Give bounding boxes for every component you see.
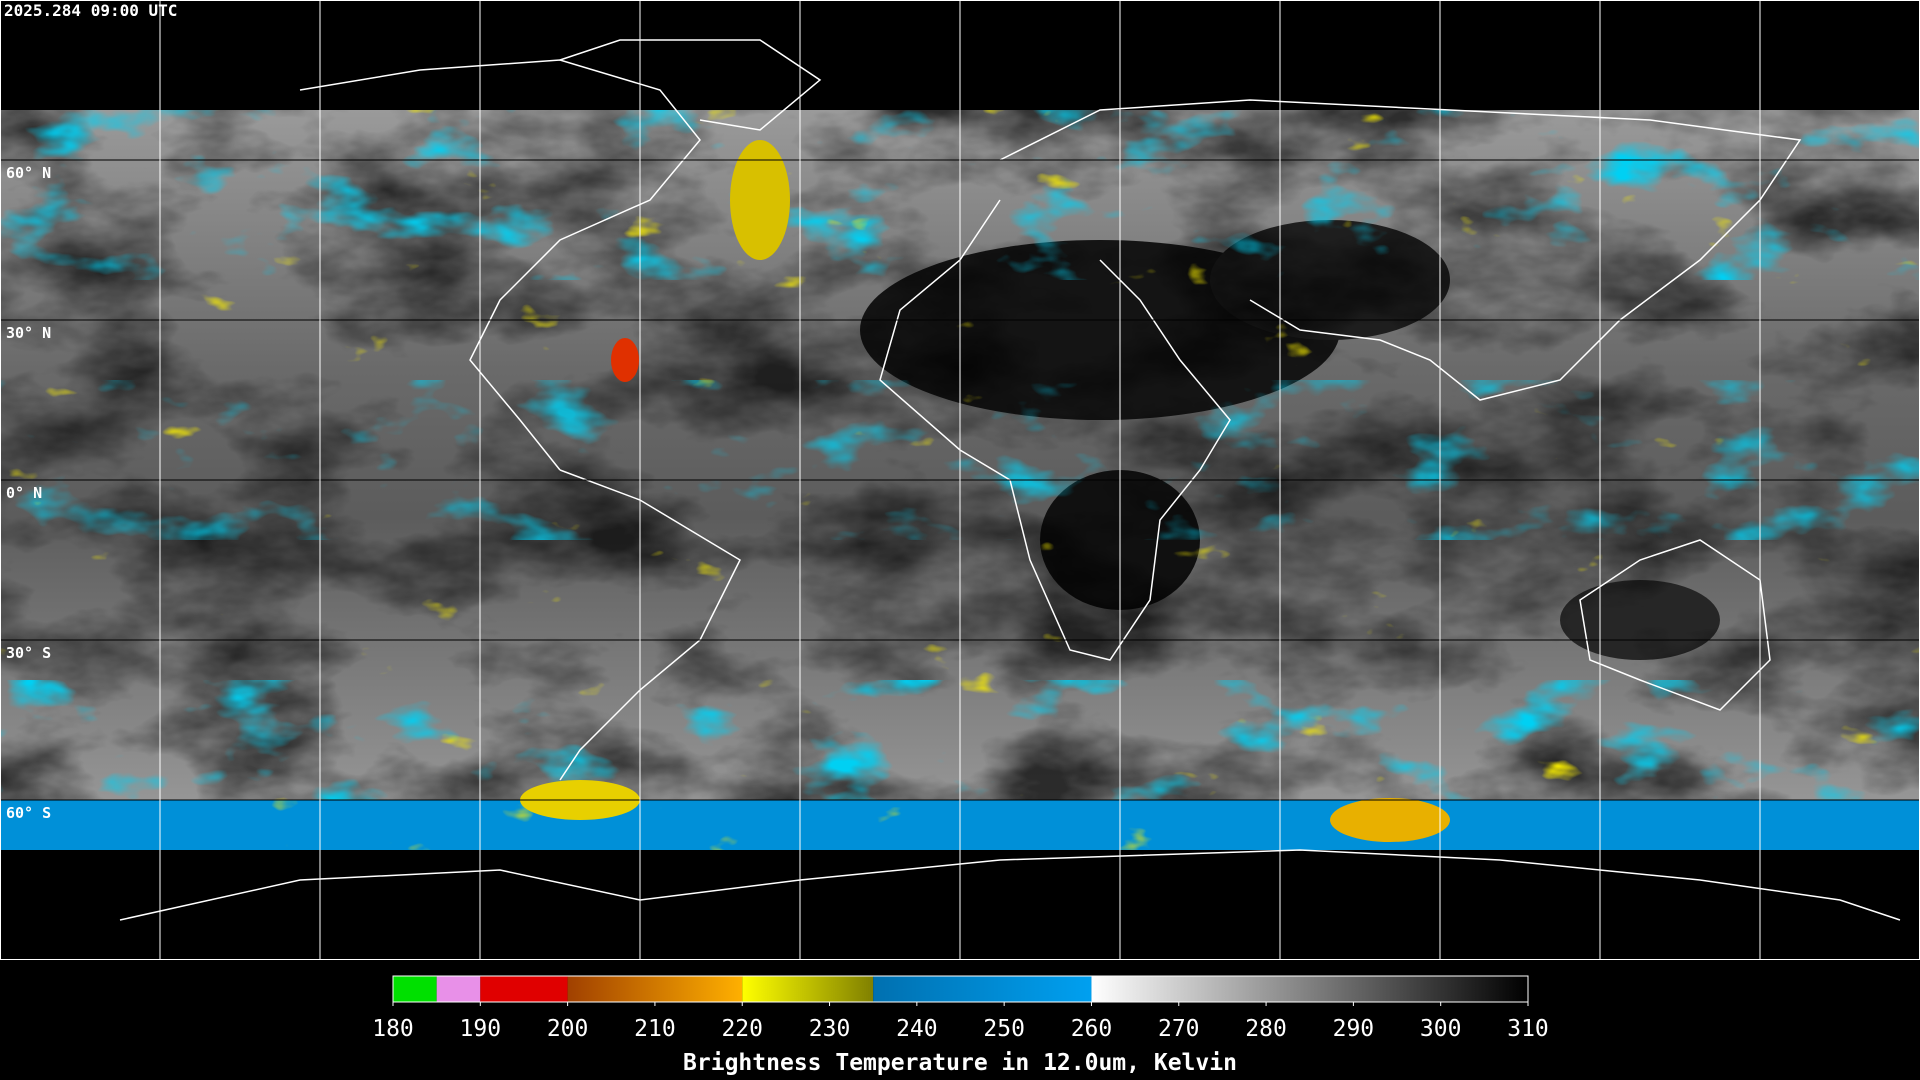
coastline bbox=[299, 59, 701, 471]
colorbar-segment bbox=[480, 976, 568, 1002]
latitude-label: 30° S bbox=[6, 644, 51, 662]
imagery bbox=[0, 0, 1920, 960]
storm bbox=[730, 140, 790, 260]
colorbar-segment bbox=[873, 976, 1092, 1002]
colorbar-tick-label: 300 bbox=[1420, 1016, 1462, 1042]
colorbar-segment bbox=[742, 976, 874, 1002]
colorbar: 180 190 200 210 220 230 240 250 260 270 280 290 300 3… bbox=[372, 975, 1549, 1042]
colorbar-tick-label: 260 bbox=[1071, 1016, 1113, 1042]
colorbar-segment bbox=[1091, 976, 1528, 1002]
coastline bbox=[119, 849, 1901, 921]
timestamp: 2025.284 09:00 UTC bbox=[4, 1, 177, 20]
coastline bbox=[1579, 539, 1771, 711]
colorbar-tick-label: 190 bbox=[460, 1016, 502, 1042]
colorbar-tick-label: 210 bbox=[634, 1016, 676, 1042]
colorbar-segment bbox=[436, 976, 481, 1002]
colorbar-tick-label: 200 bbox=[547, 1016, 589, 1042]
colorbar-segment bbox=[567, 976, 743, 1002]
coastline bbox=[879, 199, 1231, 661]
latitude-label: 0° N bbox=[6, 484, 42, 502]
colorbar-tick-label: 270 bbox=[1158, 1016, 1200, 1042]
coastline bbox=[999, 99, 1802, 401]
colorbar-tick-label: 250 bbox=[983, 1016, 1025, 1042]
latitude-label: 60° S bbox=[6, 804, 51, 822]
colorbar-tick-label: 280 bbox=[1245, 1016, 1287, 1042]
colorbar-tick-label: 180 bbox=[372, 1016, 414, 1042]
storm bbox=[1330, 798, 1450, 842]
graticule-longitude bbox=[159, 0, 1761, 960]
colorbar-frame bbox=[392, 975, 1529, 1003]
latitude-labels: 60° N 30° N 0° N 30° S 60° S bbox=[6, 164, 51, 822]
latitude-label: 60° N bbox=[6, 164, 51, 182]
colorbar-tick-label: 310 bbox=[1507, 1016, 1549, 1042]
storm bbox=[611, 338, 639, 382]
coastline bbox=[559, 39, 822, 131]
colorbar-tick-label: 220 bbox=[721, 1016, 763, 1042]
latitude-label: 30° N bbox=[6, 324, 51, 342]
colorbar-segment bbox=[393, 976, 437, 1002]
colorbar-tick-label: 290 bbox=[1333, 1016, 1375, 1042]
colorbar-tick-label: 230 bbox=[809, 1016, 851, 1042]
colorbar-tick-label: 240 bbox=[896, 1016, 938, 1042]
colorbar-title: Brightness Temperature in 12.0um, Kelvin bbox=[683, 1050, 1237, 1076]
